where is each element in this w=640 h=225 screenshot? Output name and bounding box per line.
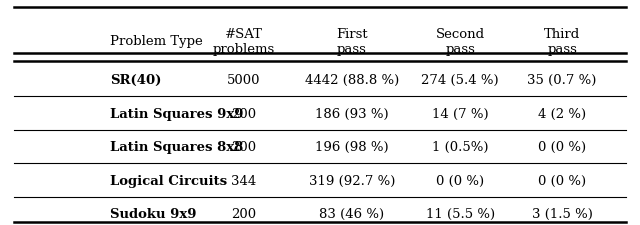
Text: Latin Squares 8x8: Latin Squares 8x8 xyxy=(109,140,243,153)
Text: Third
pass: Third pass xyxy=(544,27,580,55)
Text: 35 (0.7 %): 35 (0.7 %) xyxy=(527,74,597,87)
Text: Latin Squares 9x9: Latin Squares 9x9 xyxy=(109,107,243,120)
Text: Problem Type: Problem Type xyxy=(109,35,202,48)
Text: 200: 200 xyxy=(231,140,256,153)
Text: 186 (93 %): 186 (93 %) xyxy=(315,107,388,120)
Text: 196 (98 %): 196 (98 %) xyxy=(315,140,388,153)
Text: #SAT
problems: #SAT problems xyxy=(212,27,275,55)
Text: 200: 200 xyxy=(231,207,256,220)
Text: Logical Circuits: Logical Circuits xyxy=(109,174,227,187)
Text: Sudoku 9x9: Sudoku 9x9 xyxy=(109,207,196,220)
Text: 83 (46 %): 83 (46 %) xyxy=(319,207,385,220)
Text: 11 (5.5 %): 11 (5.5 %) xyxy=(426,207,495,220)
Text: 4442 (88.8 %): 4442 (88.8 %) xyxy=(305,74,399,87)
Text: 319 (92.7 %): 319 (92.7 %) xyxy=(308,174,395,187)
Text: 0 (0 %): 0 (0 %) xyxy=(538,174,586,187)
Text: 1 (0.5%): 1 (0.5%) xyxy=(432,140,488,153)
Text: Second
pass: Second pass xyxy=(436,27,484,55)
Text: 3 (1.5 %): 3 (1.5 %) xyxy=(532,207,593,220)
Text: 274 (5.4 %): 274 (5.4 %) xyxy=(421,74,499,87)
Text: First
pass: First pass xyxy=(336,27,367,55)
Text: 0 (0 %): 0 (0 %) xyxy=(538,140,586,153)
Text: 200: 200 xyxy=(231,107,256,120)
Text: 0 (0 %): 0 (0 %) xyxy=(436,174,484,187)
Text: 4 (2 %): 4 (2 %) xyxy=(538,107,586,120)
Text: 5000: 5000 xyxy=(227,74,260,87)
Text: 14 (7 %): 14 (7 %) xyxy=(432,107,488,120)
Text: SR(40): SR(40) xyxy=(109,74,161,87)
Text: 344: 344 xyxy=(231,174,256,187)
